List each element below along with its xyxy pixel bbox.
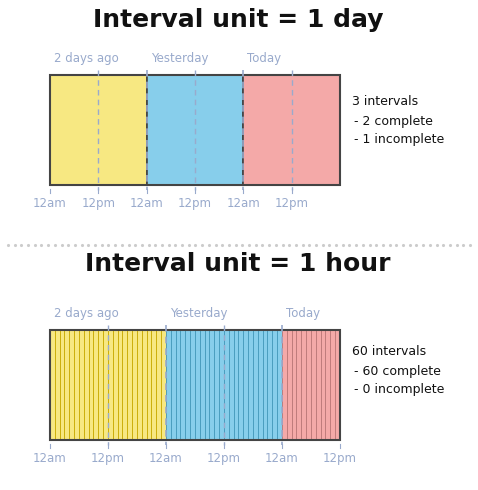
Bar bbox=[282, 330, 287, 440]
Bar bbox=[50, 330, 55, 440]
Bar bbox=[306, 330, 311, 440]
Bar bbox=[142, 330, 147, 440]
Bar bbox=[176, 330, 181, 440]
Bar bbox=[253, 330, 258, 440]
Bar bbox=[209, 330, 214, 440]
Bar bbox=[229, 330, 234, 440]
Text: 12am: 12am bbox=[265, 452, 299, 465]
Bar bbox=[335, 330, 340, 440]
Bar bbox=[137, 330, 142, 440]
Bar bbox=[181, 330, 185, 440]
Bar bbox=[316, 330, 321, 440]
Text: Today: Today bbox=[286, 307, 320, 320]
Bar bbox=[185, 330, 190, 440]
Bar bbox=[113, 330, 118, 440]
Bar bbox=[147, 75, 243, 185]
Bar bbox=[84, 330, 88, 440]
Text: Today: Today bbox=[247, 52, 282, 65]
Bar bbox=[152, 330, 156, 440]
Bar bbox=[243, 75, 340, 185]
Bar bbox=[98, 330, 103, 440]
Bar bbox=[263, 330, 268, 440]
Bar bbox=[301, 330, 306, 440]
Bar bbox=[65, 330, 69, 440]
Bar bbox=[88, 330, 94, 440]
Text: 12am: 12am bbox=[130, 197, 163, 210]
Bar bbox=[214, 330, 219, 440]
Bar bbox=[272, 330, 277, 440]
Bar bbox=[122, 330, 127, 440]
Bar bbox=[94, 330, 98, 440]
Text: - 1 incomplete: - 1 incomplete bbox=[354, 133, 444, 146]
Text: - 60 complete: - 60 complete bbox=[354, 365, 441, 378]
Bar bbox=[330, 330, 335, 440]
Text: - 2 complete: - 2 complete bbox=[354, 115, 433, 128]
Bar bbox=[258, 330, 263, 440]
Text: 12pm: 12pm bbox=[81, 197, 115, 210]
Text: 12pm: 12pm bbox=[275, 197, 309, 210]
Bar bbox=[55, 330, 60, 440]
Text: 12am: 12am bbox=[33, 452, 67, 465]
Bar bbox=[79, 330, 84, 440]
Bar bbox=[224, 330, 229, 440]
Bar bbox=[127, 330, 132, 440]
Text: - 0 incomplete: - 0 incomplete bbox=[354, 383, 445, 396]
Bar bbox=[287, 330, 292, 440]
Bar bbox=[205, 330, 209, 440]
Text: 12pm: 12pm bbox=[323, 452, 357, 465]
Text: 60 intervals: 60 intervals bbox=[352, 345, 426, 358]
Text: 12am: 12am bbox=[33, 197, 67, 210]
Bar bbox=[50, 330, 340, 440]
Text: 12pm: 12pm bbox=[207, 452, 241, 465]
Text: Interval unit = 1 day: Interval unit = 1 day bbox=[93, 8, 383, 32]
Bar bbox=[195, 330, 200, 440]
Bar bbox=[296, 330, 301, 440]
Text: 2 days ago: 2 days ago bbox=[54, 52, 119, 65]
Bar bbox=[326, 330, 330, 440]
Bar bbox=[190, 330, 195, 440]
Text: Yesterday: Yesterday bbox=[170, 307, 228, 320]
Bar bbox=[50, 75, 340, 185]
Bar bbox=[103, 330, 108, 440]
Bar bbox=[292, 330, 296, 440]
Bar bbox=[321, 330, 326, 440]
Text: 12am: 12am bbox=[149, 452, 183, 465]
Bar bbox=[171, 330, 176, 440]
Bar bbox=[118, 330, 122, 440]
Bar bbox=[234, 330, 239, 440]
Text: 12pm: 12pm bbox=[91, 452, 125, 465]
Text: 3 intervals: 3 intervals bbox=[352, 95, 418, 108]
Bar bbox=[69, 330, 74, 440]
Bar bbox=[74, 330, 79, 440]
Bar bbox=[243, 330, 248, 440]
Text: Yesterday: Yesterday bbox=[151, 52, 208, 65]
Text: 12pm: 12pm bbox=[178, 197, 212, 210]
Bar bbox=[108, 330, 113, 440]
Bar bbox=[156, 330, 161, 440]
Bar bbox=[239, 330, 243, 440]
Bar bbox=[50, 75, 147, 185]
Text: 12am: 12am bbox=[227, 197, 260, 210]
Bar bbox=[277, 330, 282, 440]
Text: Interval unit = 1 hour: Interval unit = 1 hour bbox=[85, 252, 391, 276]
Bar bbox=[248, 330, 253, 440]
Text: 2 days ago: 2 days ago bbox=[54, 307, 119, 320]
Bar bbox=[60, 330, 65, 440]
Bar bbox=[147, 330, 152, 440]
Bar bbox=[161, 330, 166, 440]
Bar bbox=[166, 330, 171, 440]
Bar bbox=[311, 330, 316, 440]
Bar bbox=[219, 330, 224, 440]
Bar bbox=[268, 330, 272, 440]
Bar bbox=[200, 330, 205, 440]
Bar bbox=[132, 330, 137, 440]
